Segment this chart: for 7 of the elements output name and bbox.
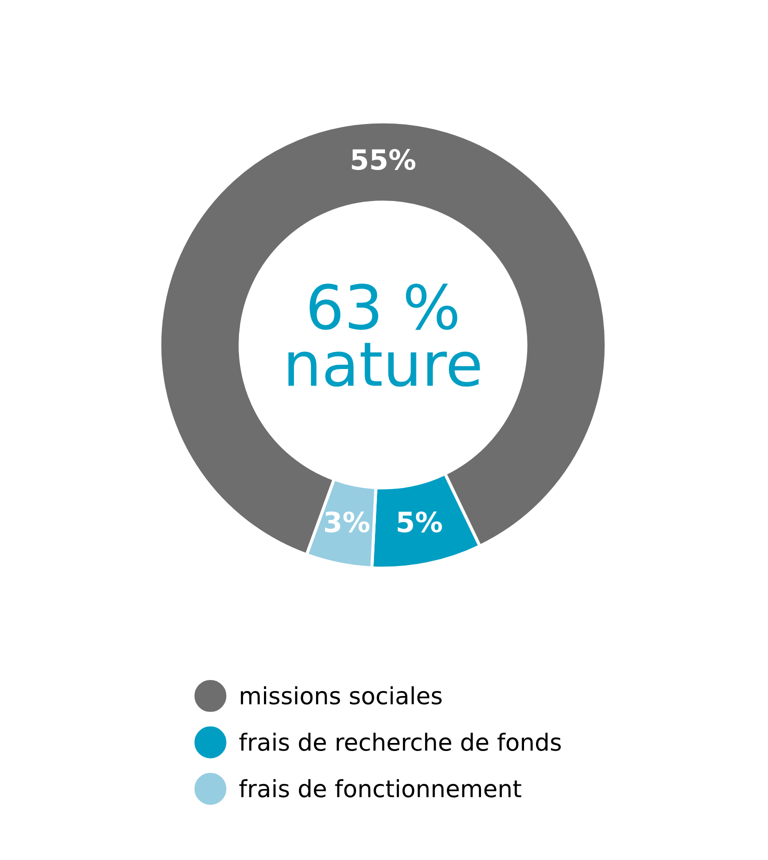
legend-label: missions sociales — [240, 686, 442, 705]
data-label: 3% — [325, 511, 370, 532]
data-label: 55% — [352, 149, 416, 170]
text: 63 % nature — [288, 284, 480, 387]
legend-label: frais de fonctionnement — [239, 779, 522, 798]
legend-label: frais de recherche de fonds — [239, 732, 561, 751]
data-label: 5% — [398, 511, 442, 532]
